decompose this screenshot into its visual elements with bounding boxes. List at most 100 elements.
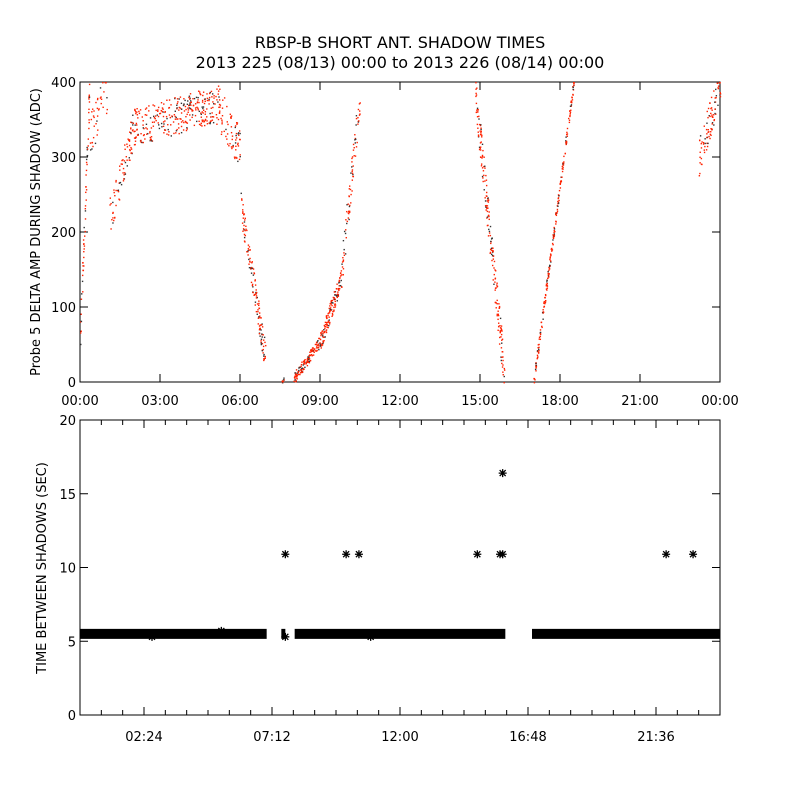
data-point	[281, 632, 290, 641]
data-point	[282, 379, 285, 381]
data-point	[174, 115, 176, 118]
data-point	[91, 148, 93, 150]
data-point	[187, 111, 189, 113]
data-point	[174, 118, 177, 120]
data-point	[242, 204, 244, 206]
data-point	[565, 142, 568, 144]
data-point	[296, 374, 298, 377]
data-point	[343, 248, 345, 251]
data-point	[112, 217, 114, 219]
data-point	[88, 95, 90, 98]
data-point	[713, 90, 715, 92]
data-point	[353, 147, 355, 149]
data-point	[306, 359, 309, 362]
data-point	[131, 129, 134, 132]
data-point	[325, 315, 328, 317]
data-point	[336, 296, 339, 299]
data-point	[262, 352, 264, 354]
data-point	[557, 197, 559, 200]
data-point	[551, 250, 553, 252]
data-point	[132, 122, 135, 124]
data-point	[248, 258, 250, 261]
data-point	[496, 282, 498, 284]
data-point	[299, 372, 302, 374]
data-point	[708, 135, 710, 138]
data-point	[479, 130, 481, 132]
data-point	[123, 178, 125, 180]
data-point	[150, 136, 153, 138]
data-point	[566, 133, 569, 135]
data-point	[167, 123, 169, 126]
data-point	[143, 134, 145, 136]
data-point	[198, 123, 201, 126]
data-point	[330, 309, 333, 311]
data-point	[334, 306, 337, 308]
data-point	[300, 363, 303, 366]
data-point	[220, 133, 223, 136]
data-point	[546, 279, 548, 282]
data-point	[491, 250, 494, 252]
data-point	[328, 321, 330, 323]
data-point	[346, 222, 348, 225]
data-point	[82, 291, 84, 293]
data-point	[718, 82, 721, 84]
data-point	[184, 105, 187, 108]
data-point	[552, 237, 555, 240]
data-point	[209, 121, 212, 123]
baseline-points	[80, 628, 267, 639]
data-point	[230, 117, 232, 119]
data-point	[322, 336, 324, 338]
data-point	[488, 211, 490, 213]
data-point	[478, 148, 481, 151]
data-point	[134, 137, 137, 139]
data-point	[255, 293, 257, 295]
data-point	[540, 321, 543, 324]
data-point	[250, 281, 253, 284]
data-point	[328, 319, 330, 321]
data-point	[237, 133, 239, 135]
data-point	[127, 138, 129, 140]
data-point	[539, 335, 542, 338]
data-point	[570, 109, 572, 111]
data-point	[333, 310, 335, 312]
data-point	[197, 109, 199, 111]
data-point	[310, 349, 313, 352]
data-point	[315, 343, 318, 345]
data-point	[479, 146, 482, 148]
data-point	[298, 367, 300, 369]
data-point	[141, 116, 143, 118]
data-point	[320, 334, 322, 337]
data-point	[164, 111, 166, 114]
data-point	[160, 122, 163, 125]
data-point	[340, 270, 343, 272]
data-point	[334, 298, 336, 300]
data-point	[332, 302, 334, 304]
data-point	[201, 125, 203, 127]
data-point	[122, 167, 125, 170]
data-point	[546, 285, 549, 287]
data-point	[168, 114, 171, 116]
data-point	[308, 357, 311, 360]
data-point	[337, 291, 339, 293]
data-point	[297, 373, 300, 375]
data-point	[175, 116, 177, 119]
data-point	[345, 219, 347, 221]
data-point	[338, 285, 340, 287]
data-point	[243, 240, 246, 242]
data-point	[484, 167, 486, 169]
data-point	[500, 325, 503, 327]
data-point	[707, 142, 709, 145]
data-point	[337, 293, 340, 296]
data-point	[85, 169, 88, 172]
data-point	[336, 300, 338, 302]
data-point	[338, 280, 340, 283]
data-point	[148, 105, 150, 107]
data-point	[339, 275, 342, 277]
data-point	[91, 111, 93, 113]
data-point	[354, 139, 356, 141]
data-point	[201, 101, 204, 103]
data-point	[486, 207, 488, 210]
data-point	[196, 106, 198, 109]
data-point	[154, 115, 157, 117]
data-point	[501, 338, 504, 340]
